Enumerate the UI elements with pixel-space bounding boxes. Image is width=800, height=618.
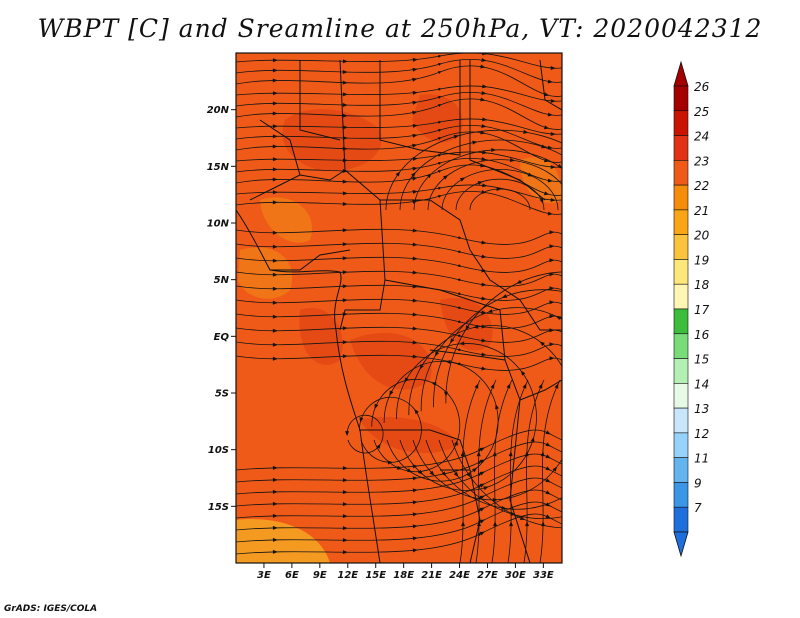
colorbar-swatch [673,506,689,533]
lon-tick-label: 6E [285,570,299,581]
colorbar-label: 25 [694,105,709,119]
lat-tick-label: 15N [207,162,230,173]
colorbar-swatch [673,85,689,112]
colorbar-label: 17 [694,303,710,317]
colorbar-label: 19 [694,253,709,267]
lon-tick-label: 21E [421,570,442,581]
lon-tick-label: 18E [393,570,414,581]
colorbar-label: 16 [694,328,710,342]
colorbar-swatch [673,160,689,186]
colorbar-label: 15 [694,353,709,367]
colorbar-swatch [673,110,689,136]
colorbar-swatch [673,383,689,409]
grads-credit: GrADS: IGES/COLA [4,604,98,614]
latitude-axis: 20N 15N 10N 5N EQ 5S 10S 15S [207,105,236,513]
lat-tick-label: 5N [214,275,230,286]
temperature-field-patches [236,94,562,563]
plot-area [236,53,562,563]
lon-tick-label: 12E [337,570,358,581]
colorbar-swatch [673,209,689,235]
colorbar-swatch [673,358,689,384]
colorbar-swatch [673,432,689,458]
lat-tick-label: 20N [207,105,230,116]
colorbar-label: 14 [694,377,709,391]
colorbar-swatch [673,482,689,508]
colorbar-swatch [673,283,689,310]
lon-tick-label: 9E [313,570,327,581]
lat-tick-label: 5S [215,389,229,400]
colorbar-swatch [673,308,689,335]
colorbar-under-arrow [673,531,689,558]
plot-frame [235,52,563,564]
colorbar: 26 25 24 23 22 21 20 19 18 17 16 15 14 13 12 11 9 7 [673,60,710,558]
colorbar-label: 24 [694,130,709,144]
colorbar-label: 7 [694,501,702,515]
country-borders [236,59,562,563]
colorbar-label: 21 [694,204,709,218]
colorbar-label: 26 [694,80,710,94]
colorbar-swatch [673,457,689,483]
map-title: WBPT [C] and Sreamline at 250hPa, VT: 20… [37,14,763,43]
lat-tick-label: 15S [208,502,229,513]
colorbar-label: 11 [694,452,709,466]
colorbar-label: 20 [694,229,710,243]
colorbar-label: 23 [694,154,709,168]
colorbar-swatch [673,135,689,161]
colorbar-swatch [673,184,689,211]
streamlines [236,53,562,563]
colorbar-label: 22 [694,179,709,193]
colorbar-swatch [673,333,689,359]
colorbar-swatch [673,407,689,434]
lon-tick-label: 15E [365,570,386,581]
lon-tick-label: 33E [533,570,554,581]
lon-tick-label: 24E [449,570,470,581]
lat-tick-label: 10S [208,445,229,456]
colorbar-label: 13 [694,402,709,416]
lon-tick-label: 27E [477,570,498,581]
lon-tick-label: 3E [257,570,271,581]
longitude-axis: 3E 6E 9E 12E 15E 18E 21E 24E 27E 30E 33E [257,563,554,581]
colorbar-label: 18 [694,278,710,292]
lon-tick-label: 30E [505,570,526,581]
colorbar-swatch [673,259,689,285]
lat-tick-label: 10N [207,219,230,230]
colorbar-label: 9 [694,476,702,490]
lat-tick-label: EQ [214,332,230,343]
colorbar-label: 12 [694,427,709,441]
colorbar-swatch [673,234,689,260]
colorbar-over-arrow [673,60,689,87]
